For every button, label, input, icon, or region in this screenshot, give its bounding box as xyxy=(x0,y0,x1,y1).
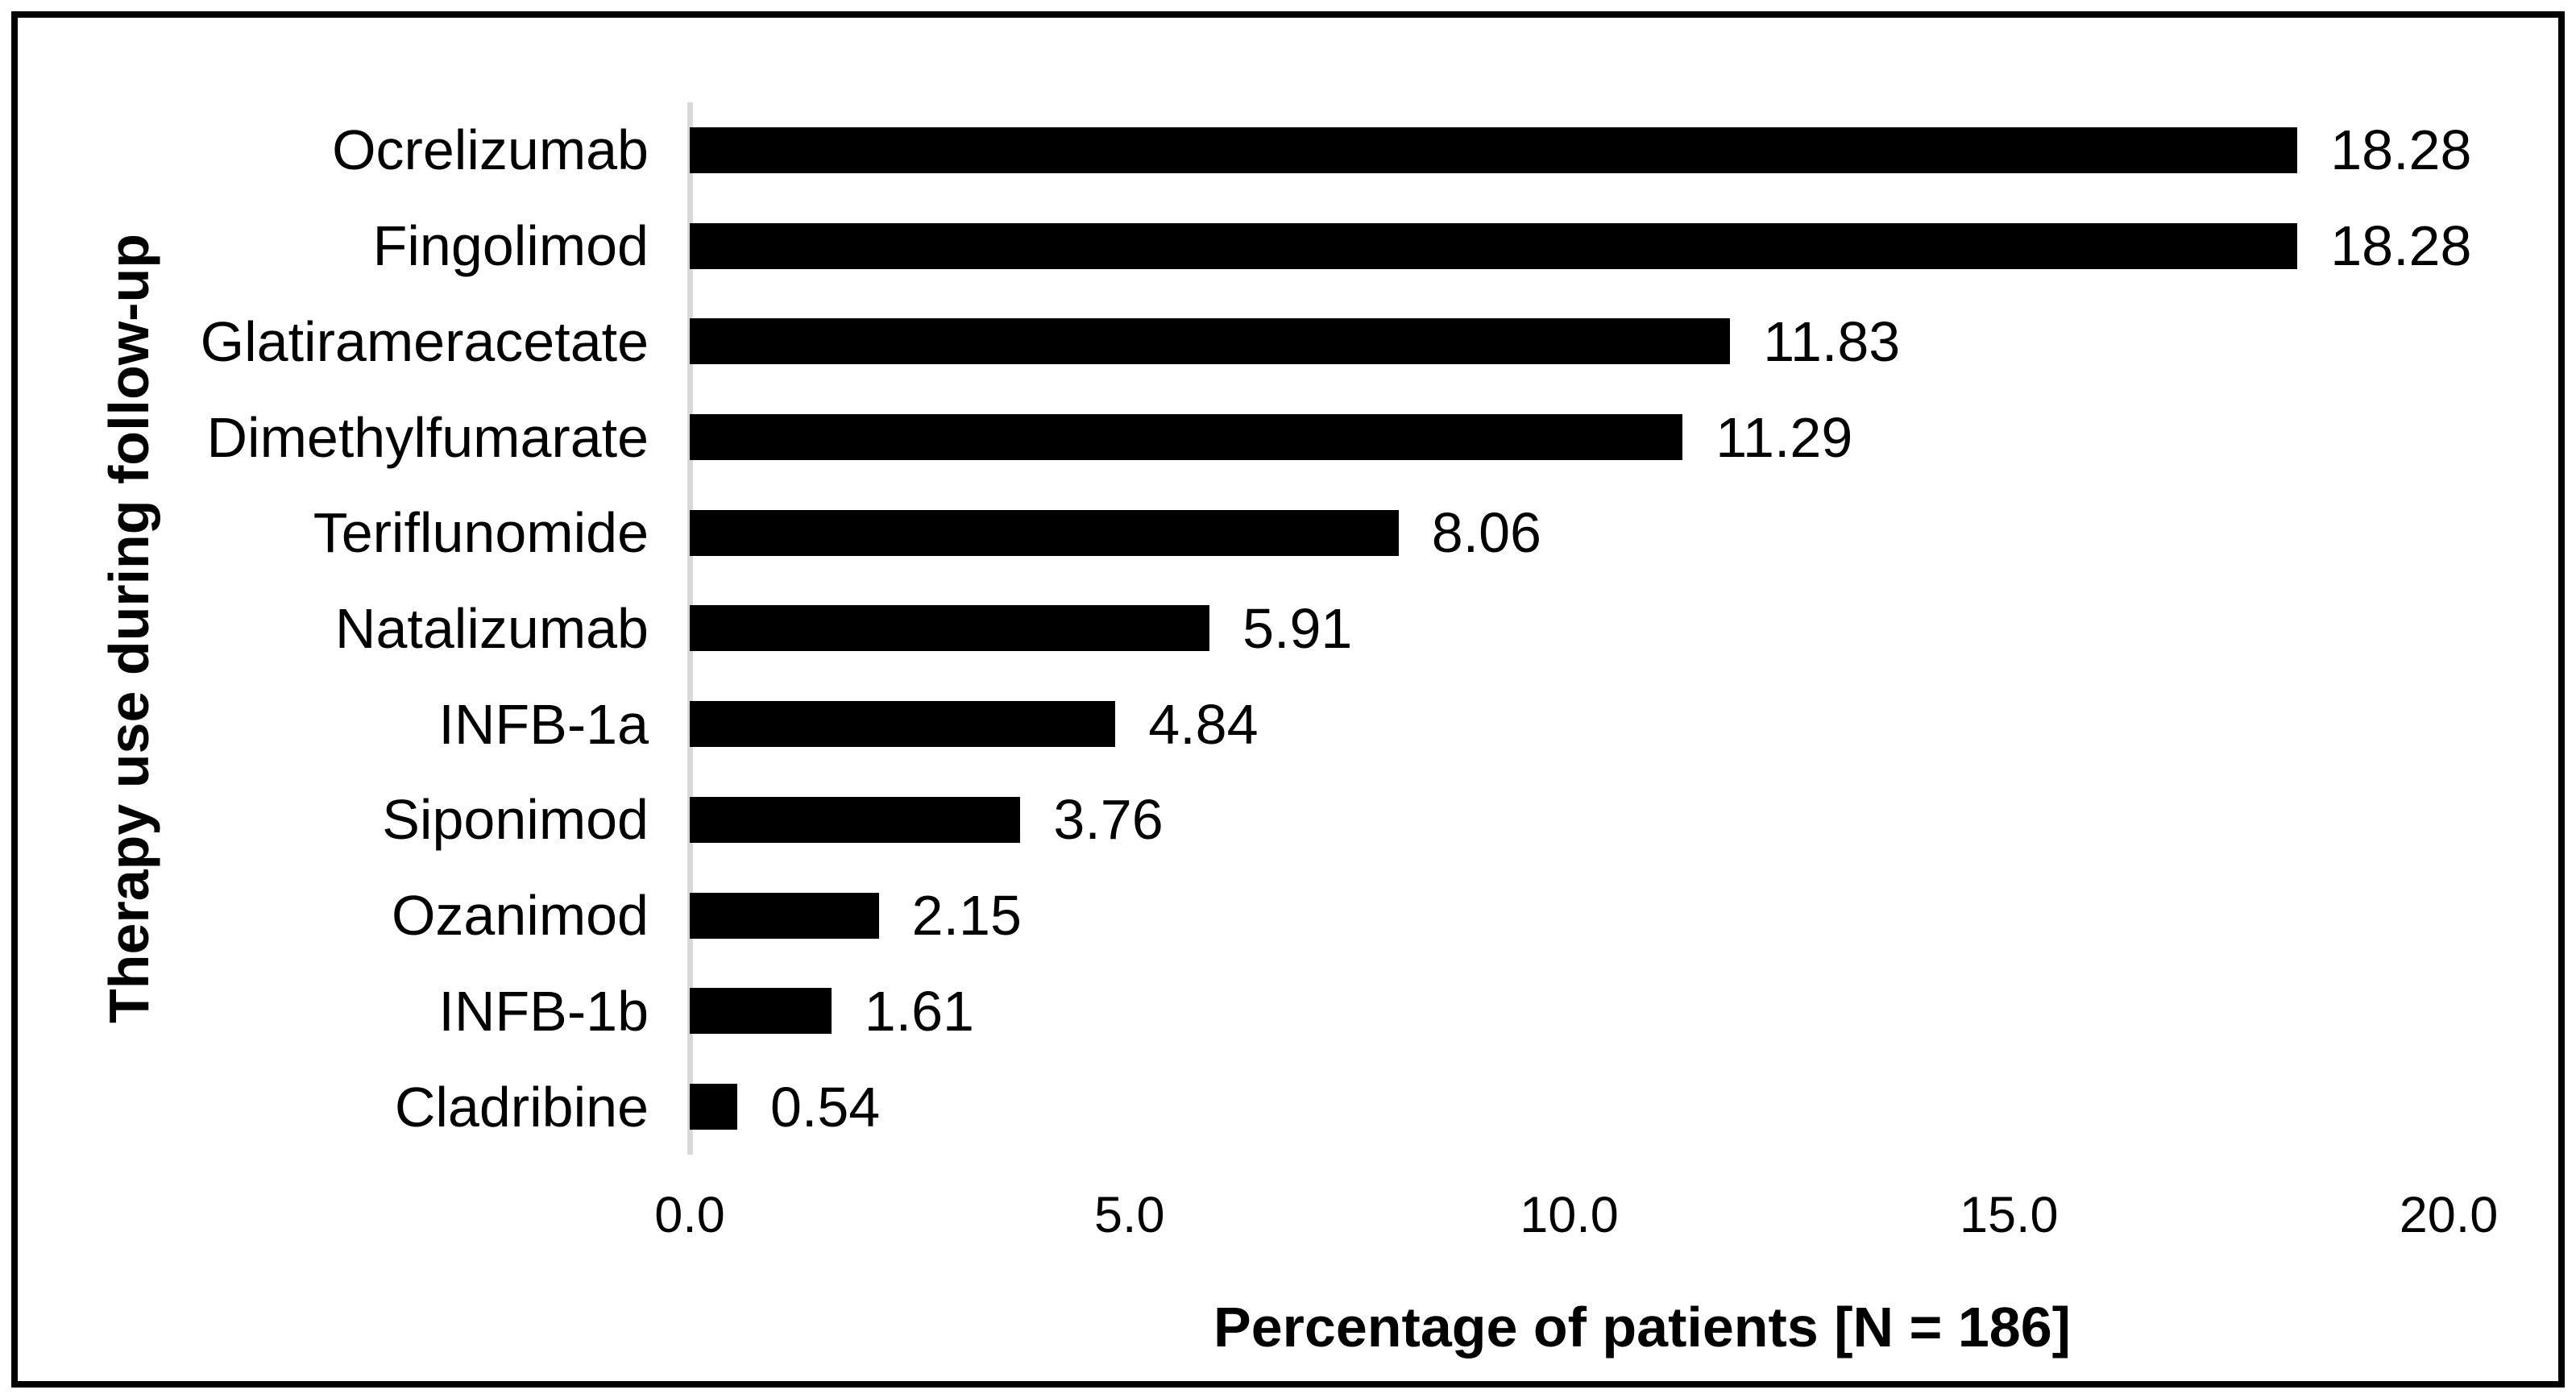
bar-row: 11.29 xyxy=(690,389,2449,485)
bar-value-label: 11.29 xyxy=(1715,405,1853,469)
bar-value-label: 0.54 xyxy=(769,1075,881,1139)
category-label: Glatirameracetate xyxy=(200,309,649,373)
plot-area: 18.28 18.28 11.83 11.29 8.06 5.91 4.84 3.76 2.15… xyxy=(687,102,2471,1155)
bar xyxy=(690,414,1683,461)
bar-value-label: 8.06 xyxy=(1431,501,1541,565)
bar-row: 2.15 xyxy=(690,868,2449,964)
x-tick-label: 0.0 xyxy=(654,1187,725,1243)
category-label: Teriflunomide xyxy=(313,501,649,565)
x-tick-label: 15.0 xyxy=(1959,1187,2059,1243)
category-label: Ozanimod xyxy=(391,884,649,948)
bar-row: 0.54 xyxy=(690,1059,2449,1155)
category-label: Fingolimod xyxy=(372,214,649,278)
bar xyxy=(690,1084,737,1130)
bar-row: 4.84 xyxy=(690,676,2449,772)
category-axis-labels: Ocrelizumab Fingolimod Glatirameracetate Di… xyxy=(19,102,649,1155)
category-label: INFB-1b xyxy=(438,979,649,1043)
bar-value-label: 4.84 xyxy=(1148,692,1259,756)
x-tick-label: 10.0 xyxy=(1520,1187,1619,1243)
figure-border xyxy=(11,11,2565,1388)
bar-row: 18.28 xyxy=(690,198,2471,294)
bar xyxy=(690,318,1731,365)
category-label: INFB-1a xyxy=(438,692,649,756)
bar-row: 18.28 xyxy=(690,102,2471,198)
bar xyxy=(690,796,1021,843)
bar-value-label: 2.15 xyxy=(911,884,1022,948)
category-label: Natalizumab xyxy=(334,596,649,660)
bar-value-label: 18.28 xyxy=(2330,214,2472,278)
bar-row: 1.61 xyxy=(690,964,2449,1060)
bar-row: 3.76 xyxy=(690,772,2449,868)
bar xyxy=(690,605,1210,652)
category-label: Cladribine xyxy=(394,1075,649,1139)
bar-row: 8.06 xyxy=(690,485,2449,581)
bar xyxy=(690,892,879,939)
category-label: Siponimod xyxy=(382,788,649,852)
bar xyxy=(690,127,2298,173)
bar xyxy=(690,222,2298,269)
x-tick-label: 5.0 xyxy=(1093,1187,1165,1243)
bar-value-label: 3.76 xyxy=(1053,788,1164,852)
x-tick-label: 20.0 xyxy=(2399,1187,2499,1243)
bar-value-label: 5.91 xyxy=(1242,596,1353,660)
bar-row: 5.91 xyxy=(690,581,2449,677)
bar xyxy=(690,509,1399,556)
bar-value-label: 18.28 xyxy=(2330,118,2472,182)
x-axis-title: Percentage of patients [N = 186] xyxy=(1213,1296,2071,1359)
bar-row: 11.83 xyxy=(690,293,2449,389)
category-label: Ocrelizumab xyxy=(332,118,649,182)
bar xyxy=(690,988,832,1035)
bar xyxy=(690,701,1116,748)
bar-value-label: 1.61 xyxy=(864,979,974,1043)
category-label: Dimethylfumarate xyxy=(206,405,649,469)
bar-value-label: 11.83 xyxy=(1763,309,1901,373)
